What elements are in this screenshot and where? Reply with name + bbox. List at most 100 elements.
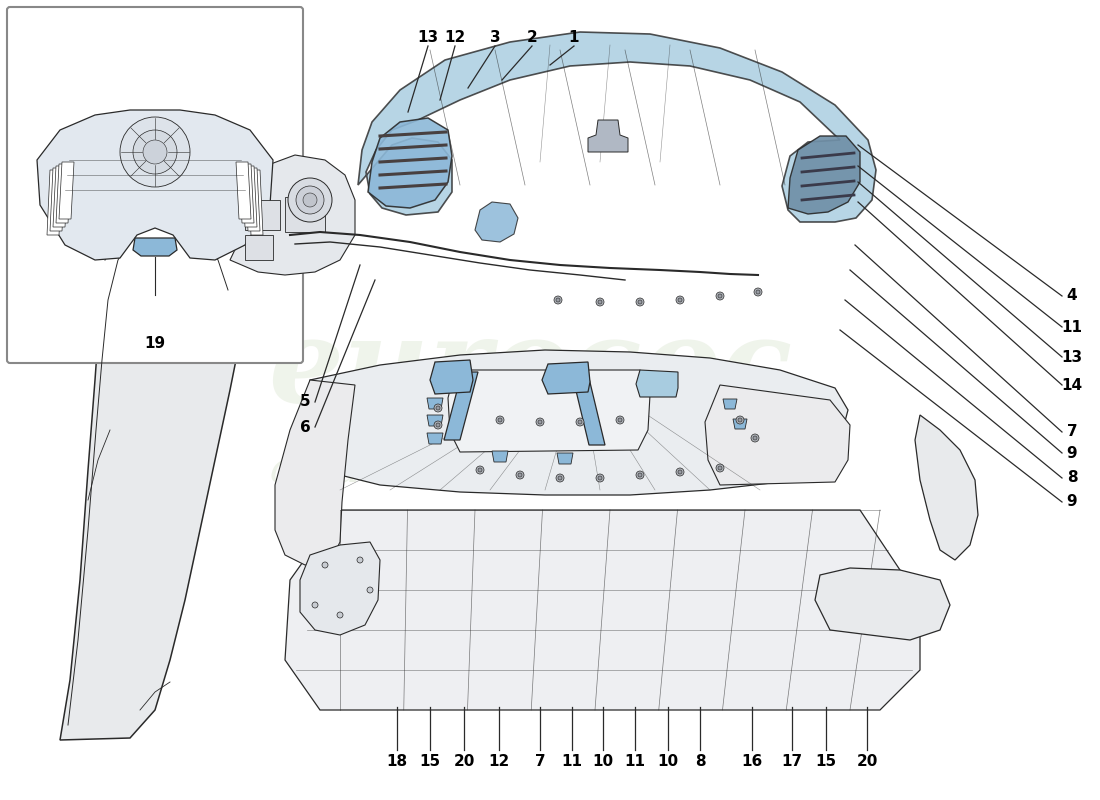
Circle shape [718, 294, 722, 298]
Text: 5: 5 [299, 394, 310, 410]
Bar [245, 200, 280, 230]
Polygon shape [723, 399, 737, 409]
Text: 12: 12 [444, 30, 465, 46]
Circle shape [598, 300, 602, 304]
Circle shape [754, 288, 762, 296]
Text: 7: 7 [535, 754, 546, 770]
Polygon shape [427, 415, 443, 426]
Polygon shape [50, 168, 65, 231]
Polygon shape [230, 155, 355, 275]
Polygon shape [358, 32, 876, 222]
Polygon shape [236, 162, 251, 219]
Circle shape [636, 471, 644, 479]
Polygon shape [492, 451, 508, 462]
Text: 19: 19 [144, 335, 166, 350]
Polygon shape [37, 110, 273, 260]
Circle shape [476, 466, 484, 474]
Polygon shape [444, 372, 478, 440]
Polygon shape [733, 419, 747, 429]
Polygon shape [542, 362, 590, 394]
Circle shape [367, 587, 373, 593]
Bar [245, 235, 273, 260]
Polygon shape [248, 170, 263, 235]
Text: 9: 9 [1067, 446, 1077, 461]
Text: 13: 13 [417, 30, 439, 46]
Circle shape [598, 476, 602, 480]
Polygon shape [239, 164, 254, 223]
Text: 11: 11 [1062, 319, 1082, 334]
Polygon shape [572, 374, 605, 445]
Text: 10: 10 [593, 754, 614, 770]
Circle shape [756, 290, 760, 294]
Circle shape [436, 406, 440, 410]
Circle shape [578, 420, 582, 424]
Circle shape [716, 292, 724, 300]
Polygon shape [53, 166, 68, 227]
Circle shape [120, 117, 190, 187]
Text: 16: 16 [741, 754, 762, 770]
Circle shape [678, 470, 682, 474]
Text: 12: 12 [488, 754, 509, 770]
Polygon shape [705, 385, 850, 485]
Circle shape [556, 474, 564, 482]
Circle shape [434, 421, 442, 429]
Text: 8: 8 [1067, 470, 1077, 486]
Polygon shape [557, 453, 573, 464]
Polygon shape [300, 542, 379, 635]
Circle shape [678, 298, 682, 302]
Bar [285, 197, 324, 232]
Text: 11: 11 [561, 754, 583, 770]
Circle shape [638, 473, 642, 477]
Polygon shape [275, 380, 355, 565]
Text: 9: 9 [1067, 494, 1077, 510]
Circle shape [554, 296, 562, 304]
Text: 15: 15 [815, 754, 837, 770]
Text: 2: 2 [527, 30, 538, 46]
Text: 15: 15 [419, 754, 441, 770]
Text: 20: 20 [856, 754, 878, 770]
Polygon shape [59, 162, 74, 219]
Circle shape [716, 464, 724, 472]
Circle shape [618, 418, 621, 422]
Circle shape [518, 473, 522, 477]
Polygon shape [427, 398, 443, 409]
Polygon shape [915, 415, 978, 560]
Polygon shape [788, 136, 860, 214]
Polygon shape [475, 202, 518, 242]
FancyBboxPatch shape [7, 7, 303, 363]
Polygon shape [368, 118, 452, 208]
Circle shape [636, 298, 644, 306]
Circle shape [536, 418, 544, 426]
Text: a passion since 1885: a passion since 1885 [271, 449, 710, 491]
Circle shape [676, 296, 684, 304]
Text: 11: 11 [625, 754, 646, 770]
Circle shape [558, 476, 562, 480]
Circle shape [312, 602, 318, 608]
Circle shape [596, 298, 604, 306]
Circle shape [288, 178, 332, 222]
Text: 10: 10 [658, 754, 679, 770]
Text: 17: 17 [781, 754, 803, 770]
Text: 13: 13 [1062, 350, 1082, 365]
Circle shape [498, 418, 502, 422]
Circle shape [576, 418, 584, 426]
Circle shape [738, 418, 742, 422]
Polygon shape [427, 433, 443, 444]
Text: 3: 3 [490, 30, 500, 46]
Text: 18: 18 [386, 754, 408, 770]
Circle shape [718, 466, 722, 470]
Circle shape [434, 404, 442, 412]
Circle shape [133, 130, 177, 174]
Text: 1: 1 [569, 30, 580, 46]
Circle shape [337, 612, 343, 618]
Text: 20: 20 [453, 754, 475, 770]
Circle shape [478, 468, 482, 472]
Text: 14: 14 [1062, 378, 1082, 393]
Polygon shape [133, 238, 177, 256]
Polygon shape [305, 350, 848, 495]
Circle shape [496, 416, 504, 424]
Circle shape [556, 298, 560, 302]
Text: eurococ: eurococ [268, 313, 792, 427]
Polygon shape [285, 510, 920, 710]
Polygon shape [60, 190, 248, 740]
